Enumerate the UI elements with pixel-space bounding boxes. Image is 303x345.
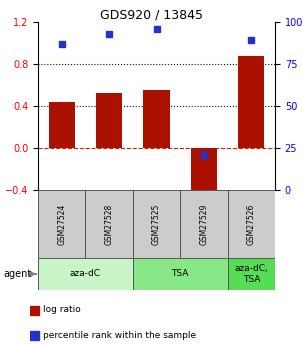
Bar xyxy=(228,190,275,258)
Bar xyxy=(133,258,228,290)
Bar xyxy=(238,56,264,148)
Text: aza-dC,
TSA: aza-dC, TSA xyxy=(235,264,268,284)
Bar xyxy=(143,90,170,148)
Text: GSM27524: GSM27524 xyxy=(57,203,66,245)
Text: GSM27529: GSM27529 xyxy=(199,203,208,245)
Bar xyxy=(180,190,228,258)
Bar xyxy=(30,331,39,340)
Text: aza-dC: aza-dC xyxy=(70,269,101,278)
Text: GSM27528: GSM27528 xyxy=(105,203,114,245)
Text: TSA: TSA xyxy=(171,269,189,278)
Bar xyxy=(133,190,180,258)
Text: GDS920 / 13845: GDS920 / 13845 xyxy=(100,8,203,21)
Bar xyxy=(30,306,39,315)
Bar xyxy=(191,148,217,197)
Bar xyxy=(228,258,275,290)
Bar xyxy=(38,190,85,258)
Text: GSM27526: GSM27526 xyxy=(247,203,256,245)
Bar xyxy=(49,102,75,148)
Text: agent: agent xyxy=(3,269,31,279)
Bar xyxy=(96,93,122,148)
Text: log ratio: log ratio xyxy=(43,306,81,315)
Text: percentile rank within the sample: percentile rank within the sample xyxy=(43,331,196,339)
Bar xyxy=(38,258,133,290)
Bar xyxy=(85,190,133,258)
Text: GSM27525: GSM27525 xyxy=(152,203,161,245)
